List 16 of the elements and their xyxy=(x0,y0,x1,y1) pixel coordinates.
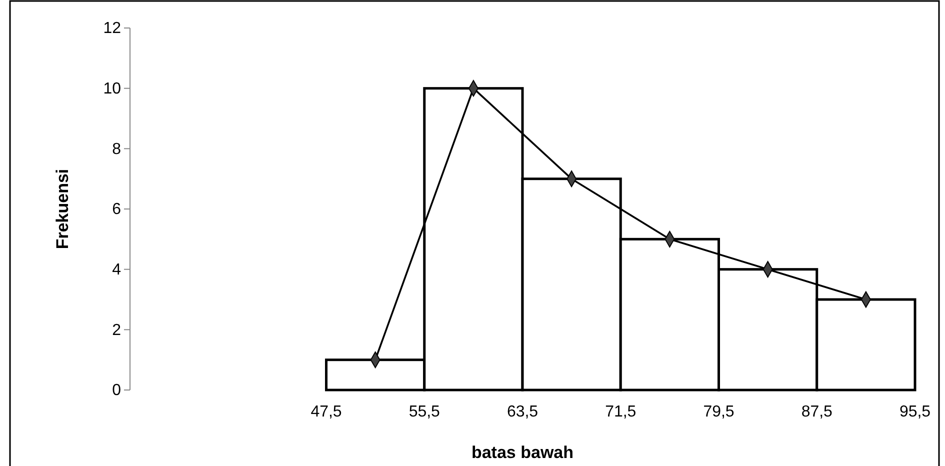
x-tick-label: 71,5 xyxy=(605,403,636,420)
x-tick-label: 79,5 xyxy=(703,403,734,420)
y-tick-label: 12 xyxy=(103,20,122,38)
x-tick-label: 87,5 xyxy=(801,403,833,420)
y-tick-label: 10 xyxy=(103,80,122,98)
y-tick-label: 6 xyxy=(112,201,122,218)
x-tick-label: 95,5 xyxy=(899,403,931,420)
y-tick-label: 8 xyxy=(112,140,122,158)
y-tick-label: 0 xyxy=(112,382,122,400)
x-tick-label: 47,5 xyxy=(310,403,342,420)
x-tick-label: 63,5 xyxy=(506,403,538,420)
y-tick-label: 4 xyxy=(112,261,122,278)
y-axis-title: Frekuensi xyxy=(53,168,72,250)
x-axis-title: batas bawah xyxy=(471,443,574,462)
y-tick-label: 2 xyxy=(112,322,122,339)
x-tick-label: 55,5 xyxy=(408,403,440,420)
